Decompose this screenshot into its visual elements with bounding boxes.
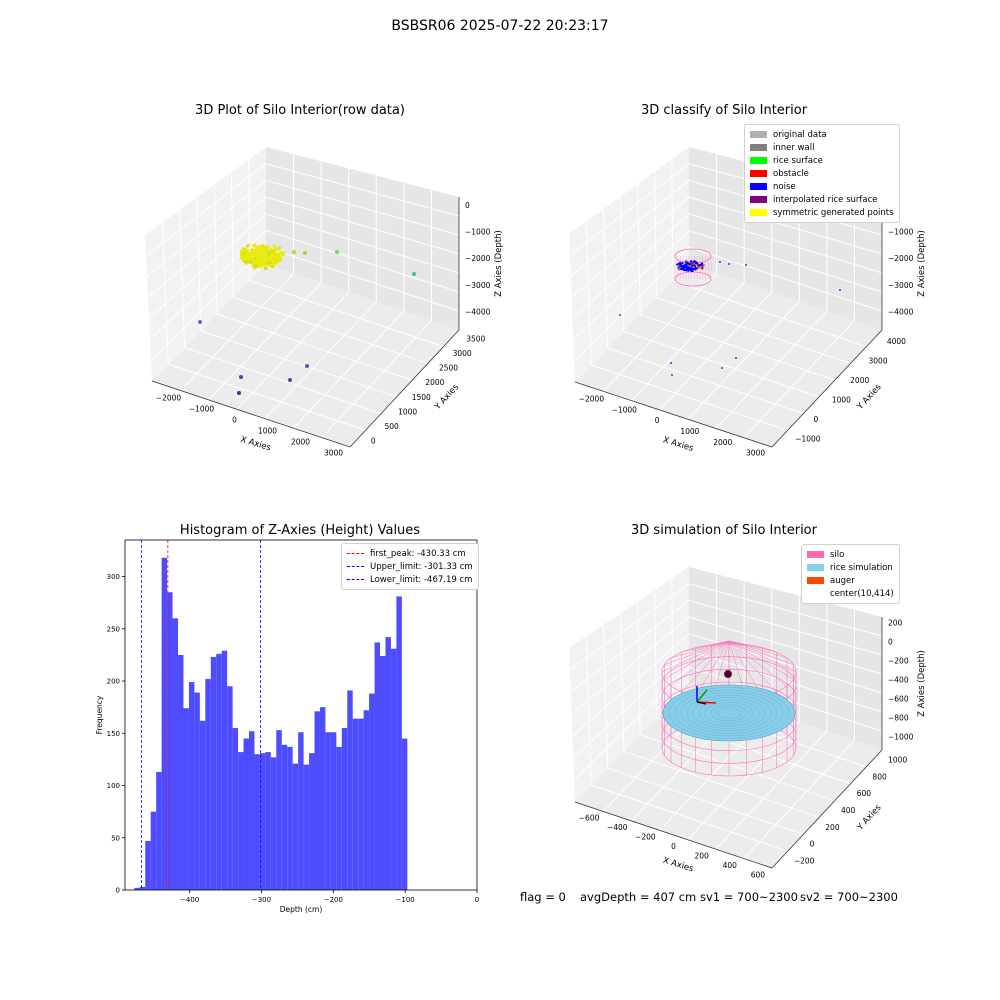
rice-surface	[663, 685, 795, 741]
legend-swatch	[807, 577, 824, 584]
legend-entry: silo	[807, 548, 894, 561]
x-tick-label: 0	[671, 842, 676, 851]
x-tick-label: −400	[607, 823, 628, 832]
z-tick-label: −800	[888, 714, 909, 723]
legend-swatch	[807, 551, 824, 558]
legend-label: silo	[830, 550, 844, 560]
x-tick-label: −200	[635, 833, 656, 842]
x-axis-label: X Axies	[662, 856, 695, 875]
y-tick-label: 0	[810, 840, 815, 849]
z-tick-label: −600	[888, 695, 909, 704]
legend-entry: rice simulation	[807, 561, 894, 574]
z-tick-label: 200	[888, 619, 903, 628]
legend-swatch	[807, 590, 824, 597]
y-tick-label: −200	[794, 857, 815, 866]
z-tick-label: −1000	[888, 733, 914, 742]
legend-entry: center(10,414)	[807, 587, 894, 600]
legend-label: rice simulation	[830, 563, 893, 573]
y-tick-label: 800	[872, 772, 887, 781]
z-tick-label: 0	[888, 638, 893, 647]
z-tick-label: −400	[888, 676, 909, 685]
auger-marker	[725, 671, 732, 678]
y-axis-label: Y Axies	[855, 802, 884, 833]
avg-depth-text: avgDepth = 407 cm	[580, 890, 696, 904]
y-tick-label: 1000	[888, 755, 907, 764]
x-tick-label: 400	[723, 861, 738, 870]
x-tick-label: −600	[579, 814, 600, 823]
legend-entry: auger	[807, 574, 894, 587]
sv2-text: sv2 = 700~2300	[800, 890, 898, 904]
legend-swatch	[807, 564, 824, 571]
y-tick-label: 600	[857, 789, 872, 798]
legend-label: auger	[830, 576, 855, 586]
legend-label: center(10,414)	[830, 589, 894, 599]
simulation-legend: silo rice simulation auger center(10,414)	[801, 544, 900, 604]
flag-text: flag = 0	[520, 890, 566, 904]
y-tick-label: 400	[841, 806, 856, 815]
y-tick-label: 200	[825, 823, 840, 832]
x-tick-label: 200	[694, 851, 709, 860]
sv1-text: sv1 = 700~2300	[700, 890, 798, 904]
z-axis-label: Z Axies (Depth)	[917, 650, 927, 717]
x-tick-label: 600	[751, 870, 766, 879]
z-tick-label: −200	[888, 657, 909, 666]
